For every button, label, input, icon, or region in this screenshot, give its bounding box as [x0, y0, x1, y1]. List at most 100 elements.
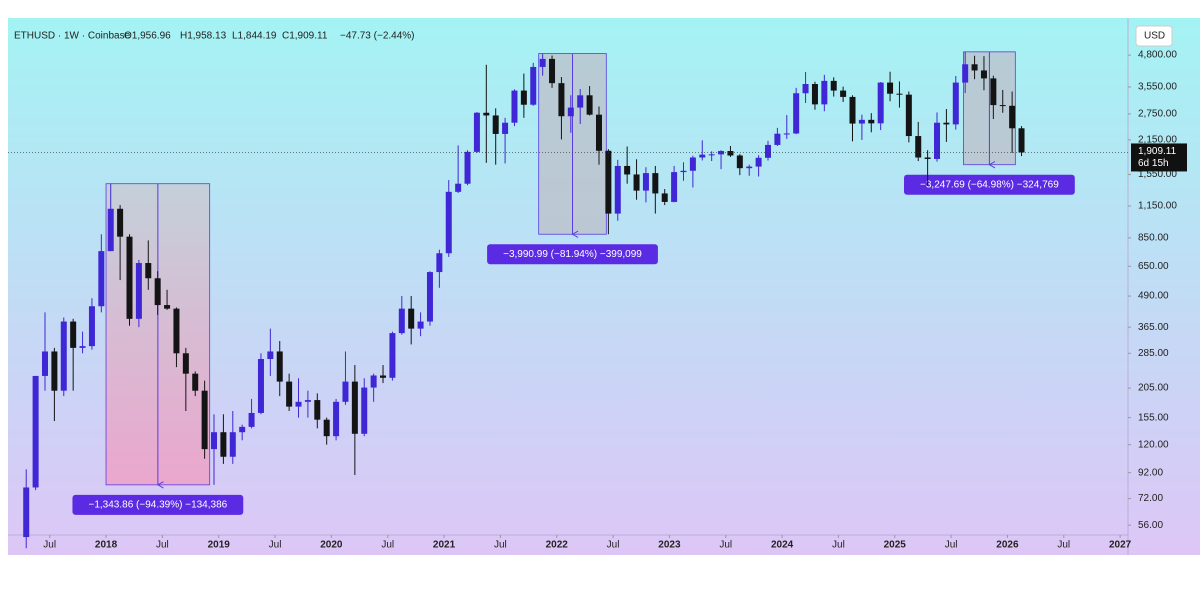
- candle-body: [915, 136, 922, 158]
- candle-body: [117, 208, 124, 237]
- candle-body: [173, 308, 180, 354]
- candle-body: [473, 112, 480, 152]
- y-tick-label: 120.00: [1138, 439, 1169, 450]
- y-tick-label: 56.00: [1138, 520, 1163, 531]
- header-open: O1,956.96: [124, 31, 171, 42]
- y-tick-label: 205.00: [1138, 383, 1169, 394]
- x-tick-label: Jul: [607, 540, 620, 551]
- x-tick-label: 2018: [95, 540, 118, 551]
- candle-body: [708, 154, 715, 156]
- candle-body: [455, 183, 462, 192]
- candle-body: [840, 90, 847, 97]
- candle-body: [98, 251, 105, 307]
- candle-body: [652, 173, 659, 194]
- x-tick-label: Jul: [719, 540, 732, 551]
- candle-body: [671, 172, 678, 202]
- y-tick-label: 72.00: [1138, 493, 1163, 504]
- candle-body: [201, 390, 208, 450]
- y-tick-label: 2,150.00: [1138, 135, 1177, 146]
- candle-body: [549, 58, 556, 84]
- candle-body: [633, 174, 640, 191]
- candle-body: [577, 95, 584, 108]
- candle-body: [502, 122, 509, 134]
- x-tick-label: Jul: [945, 540, 958, 551]
- x-tick-label: 2022: [546, 540, 569, 551]
- candle-body: [793, 93, 800, 134]
- candle-body: [464, 151, 471, 184]
- candle-body: [680, 170, 687, 173]
- last-price-tag: [1131, 143, 1187, 172]
- candle-body: [145, 263, 152, 279]
- candle-body: [765, 144, 771, 158]
- candle-body: [624, 165, 631, 175]
- candle-body: [257, 359, 264, 413]
- candle-body: [267, 351, 274, 360]
- candle-body: [23, 487, 30, 538]
- candle-body: [426, 272, 433, 322]
- header-symbol: ETHUSD · 1W · Coinbase: [14, 31, 131, 42]
- candle-body: [182, 353, 189, 374]
- candle-body: [934, 122, 941, 159]
- candle-body: [370, 375, 377, 388]
- countdown: 6d 15h: [1138, 158, 1169, 169]
- candle-body: [192, 373, 199, 391]
- candle-body: [229, 432, 236, 457]
- y-tick-label: 850.00: [1138, 233, 1169, 244]
- candle-body: [361, 387, 368, 434]
- candle-body: [567, 107, 574, 117]
- candle-body: [811, 84, 818, 105]
- candle-body: [126, 236, 133, 319]
- y-tick-label: 285.00: [1138, 348, 1169, 359]
- candle-body: [304, 400, 311, 402]
- candle-body: [699, 154, 706, 158]
- measure-label: −3,990.99 (−81.94%) −399,099: [503, 249, 642, 260]
- x-tick-label: 2026: [996, 540, 1019, 551]
- y-tick-label: 650.00: [1138, 261, 1169, 272]
- candle-body: [323, 419, 330, 437]
- candle-body: [295, 401, 302, 407]
- currency-box[interactable]: [1135, 25, 1173, 47]
- candle-body: [774, 133, 781, 145]
- candle-body: [830, 80, 837, 91]
- measure-label: −3,247.69 (−64.98%) −324,769: [920, 179, 1059, 190]
- candle-body: [314, 400, 321, 420]
- measure-label: −1,343.86 (−94.39%) −134,386: [88, 499, 227, 510]
- candle-body: [595, 114, 602, 151]
- measure-label-box: [487, 244, 658, 265]
- y-tick-label: 2,750.00: [1138, 109, 1177, 120]
- candle-body: [445, 191, 452, 254]
- candle-body: [858, 119, 865, 124]
- candle-body: [746, 166, 753, 169]
- candle-body: [286, 381, 293, 407]
- candle-body: [436, 253, 443, 273]
- candle-body: [849, 96, 856, 124]
- candle-body: [79, 346, 86, 348]
- header-change: −47.73 (−2.44%): [340, 31, 415, 42]
- currency: USD: [1144, 31, 1165, 42]
- candle-body: [154, 278, 161, 306]
- x-tick-label: 2025: [884, 540, 907, 551]
- x-tick-label: Jul: [156, 540, 169, 551]
- candle-body: [492, 115, 499, 134]
- candle-body: [962, 64, 969, 83]
- candle-body: [971, 64, 978, 71]
- last-price-label: 1,909.11: [1138, 146, 1177, 157]
- candle-body: [51, 351, 58, 391]
- candle-body: [41, 351, 48, 376]
- candle-body: [276, 351, 283, 382]
- candle-body: [220, 432, 227, 457]
- candle-body: [924, 157, 931, 159]
- candle-body: [417, 321, 424, 329]
- y-tick-label: 92.00: [1138, 467, 1163, 478]
- x-tick-label: 2021: [433, 540, 456, 551]
- candle-body: [483, 112, 490, 116]
- candle-body: [661, 193, 668, 202]
- candle-body: [539, 58, 546, 67]
- candle-body: [614, 165, 621, 214]
- candle-body: [107, 208, 114, 252]
- x-tick-label: 2023: [658, 540, 681, 551]
- candle-body: [135, 263, 142, 319]
- candle-body: [605, 150, 612, 214]
- x-tick-label: Jul: [381, 540, 394, 551]
